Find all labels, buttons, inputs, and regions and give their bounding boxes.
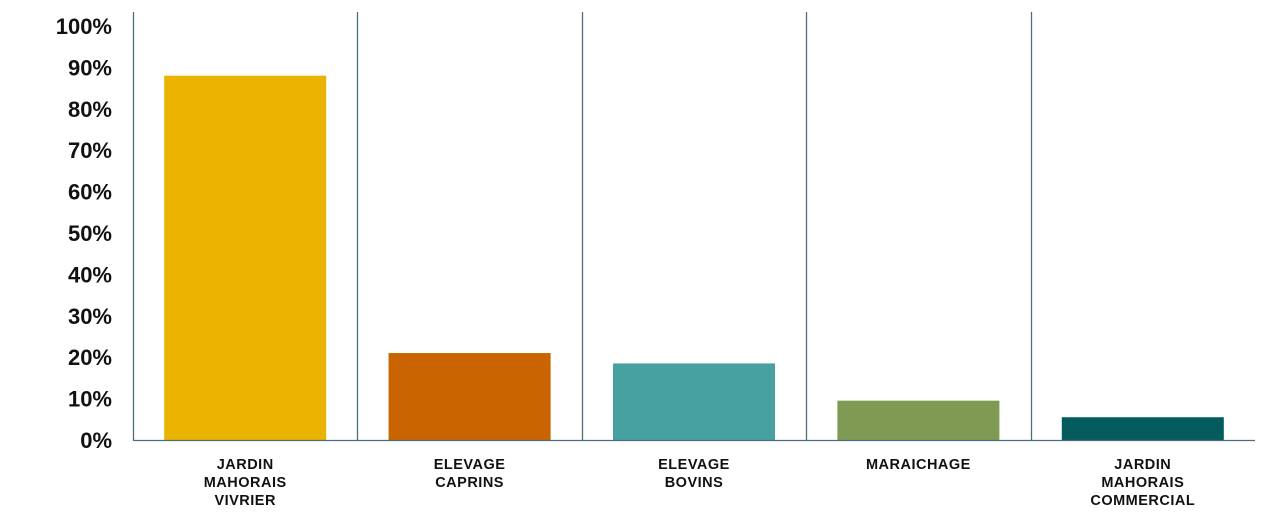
category-dividers bbox=[356, 12, 1033, 440]
y-tick-label: 30% bbox=[68, 304, 112, 329]
y-tick-label: 40% bbox=[68, 262, 112, 287]
y-tick-label: 100% bbox=[56, 14, 112, 39]
bars bbox=[164, 75, 1224, 441]
bar bbox=[388, 353, 551, 440]
bar bbox=[1061, 417, 1224, 440]
x-category-label: JARDIN MAHORAIS COMMERCIAL bbox=[1090, 457, 1195, 509]
x-category-label: JARDIN MAHORAIS VIVRIER bbox=[204, 457, 287, 509]
y-tick-label: 50% bbox=[68, 221, 112, 246]
x-axis-category-labels: JARDIN MAHORAIS VIVRIER ELEVAGE CAPRINS ELEVA… bbox=[204, 457, 1195, 509]
axes bbox=[132, 12, 1255, 442]
bar bbox=[164, 75, 327, 441]
y-tick-label: 10% bbox=[68, 387, 112, 412]
y-axis-tick-labels: 0% 10% 20% 30% 40% 50% 60% 70% 80% 90% 100% bbox=[56, 14, 112, 453]
x-category-label: MARAICHAGE bbox=[866, 457, 971, 473]
y-tick-label: 20% bbox=[68, 345, 112, 370]
x-category-label: ELEVAGE CAPRINS bbox=[434, 457, 506, 491]
y-tick-label: 90% bbox=[68, 55, 112, 80]
bar bbox=[837, 400, 1000, 440]
x-category-label: ELEVAGE BOVINS bbox=[658, 457, 730, 491]
bar bbox=[613, 363, 775, 440]
y-tick-label: 60% bbox=[68, 180, 112, 205]
y-tick-label: 80% bbox=[68, 97, 112, 122]
y-tick-label: 70% bbox=[68, 138, 112, 163]
y-tick-label: 0% bbox=[80, 428, 112, 453]
